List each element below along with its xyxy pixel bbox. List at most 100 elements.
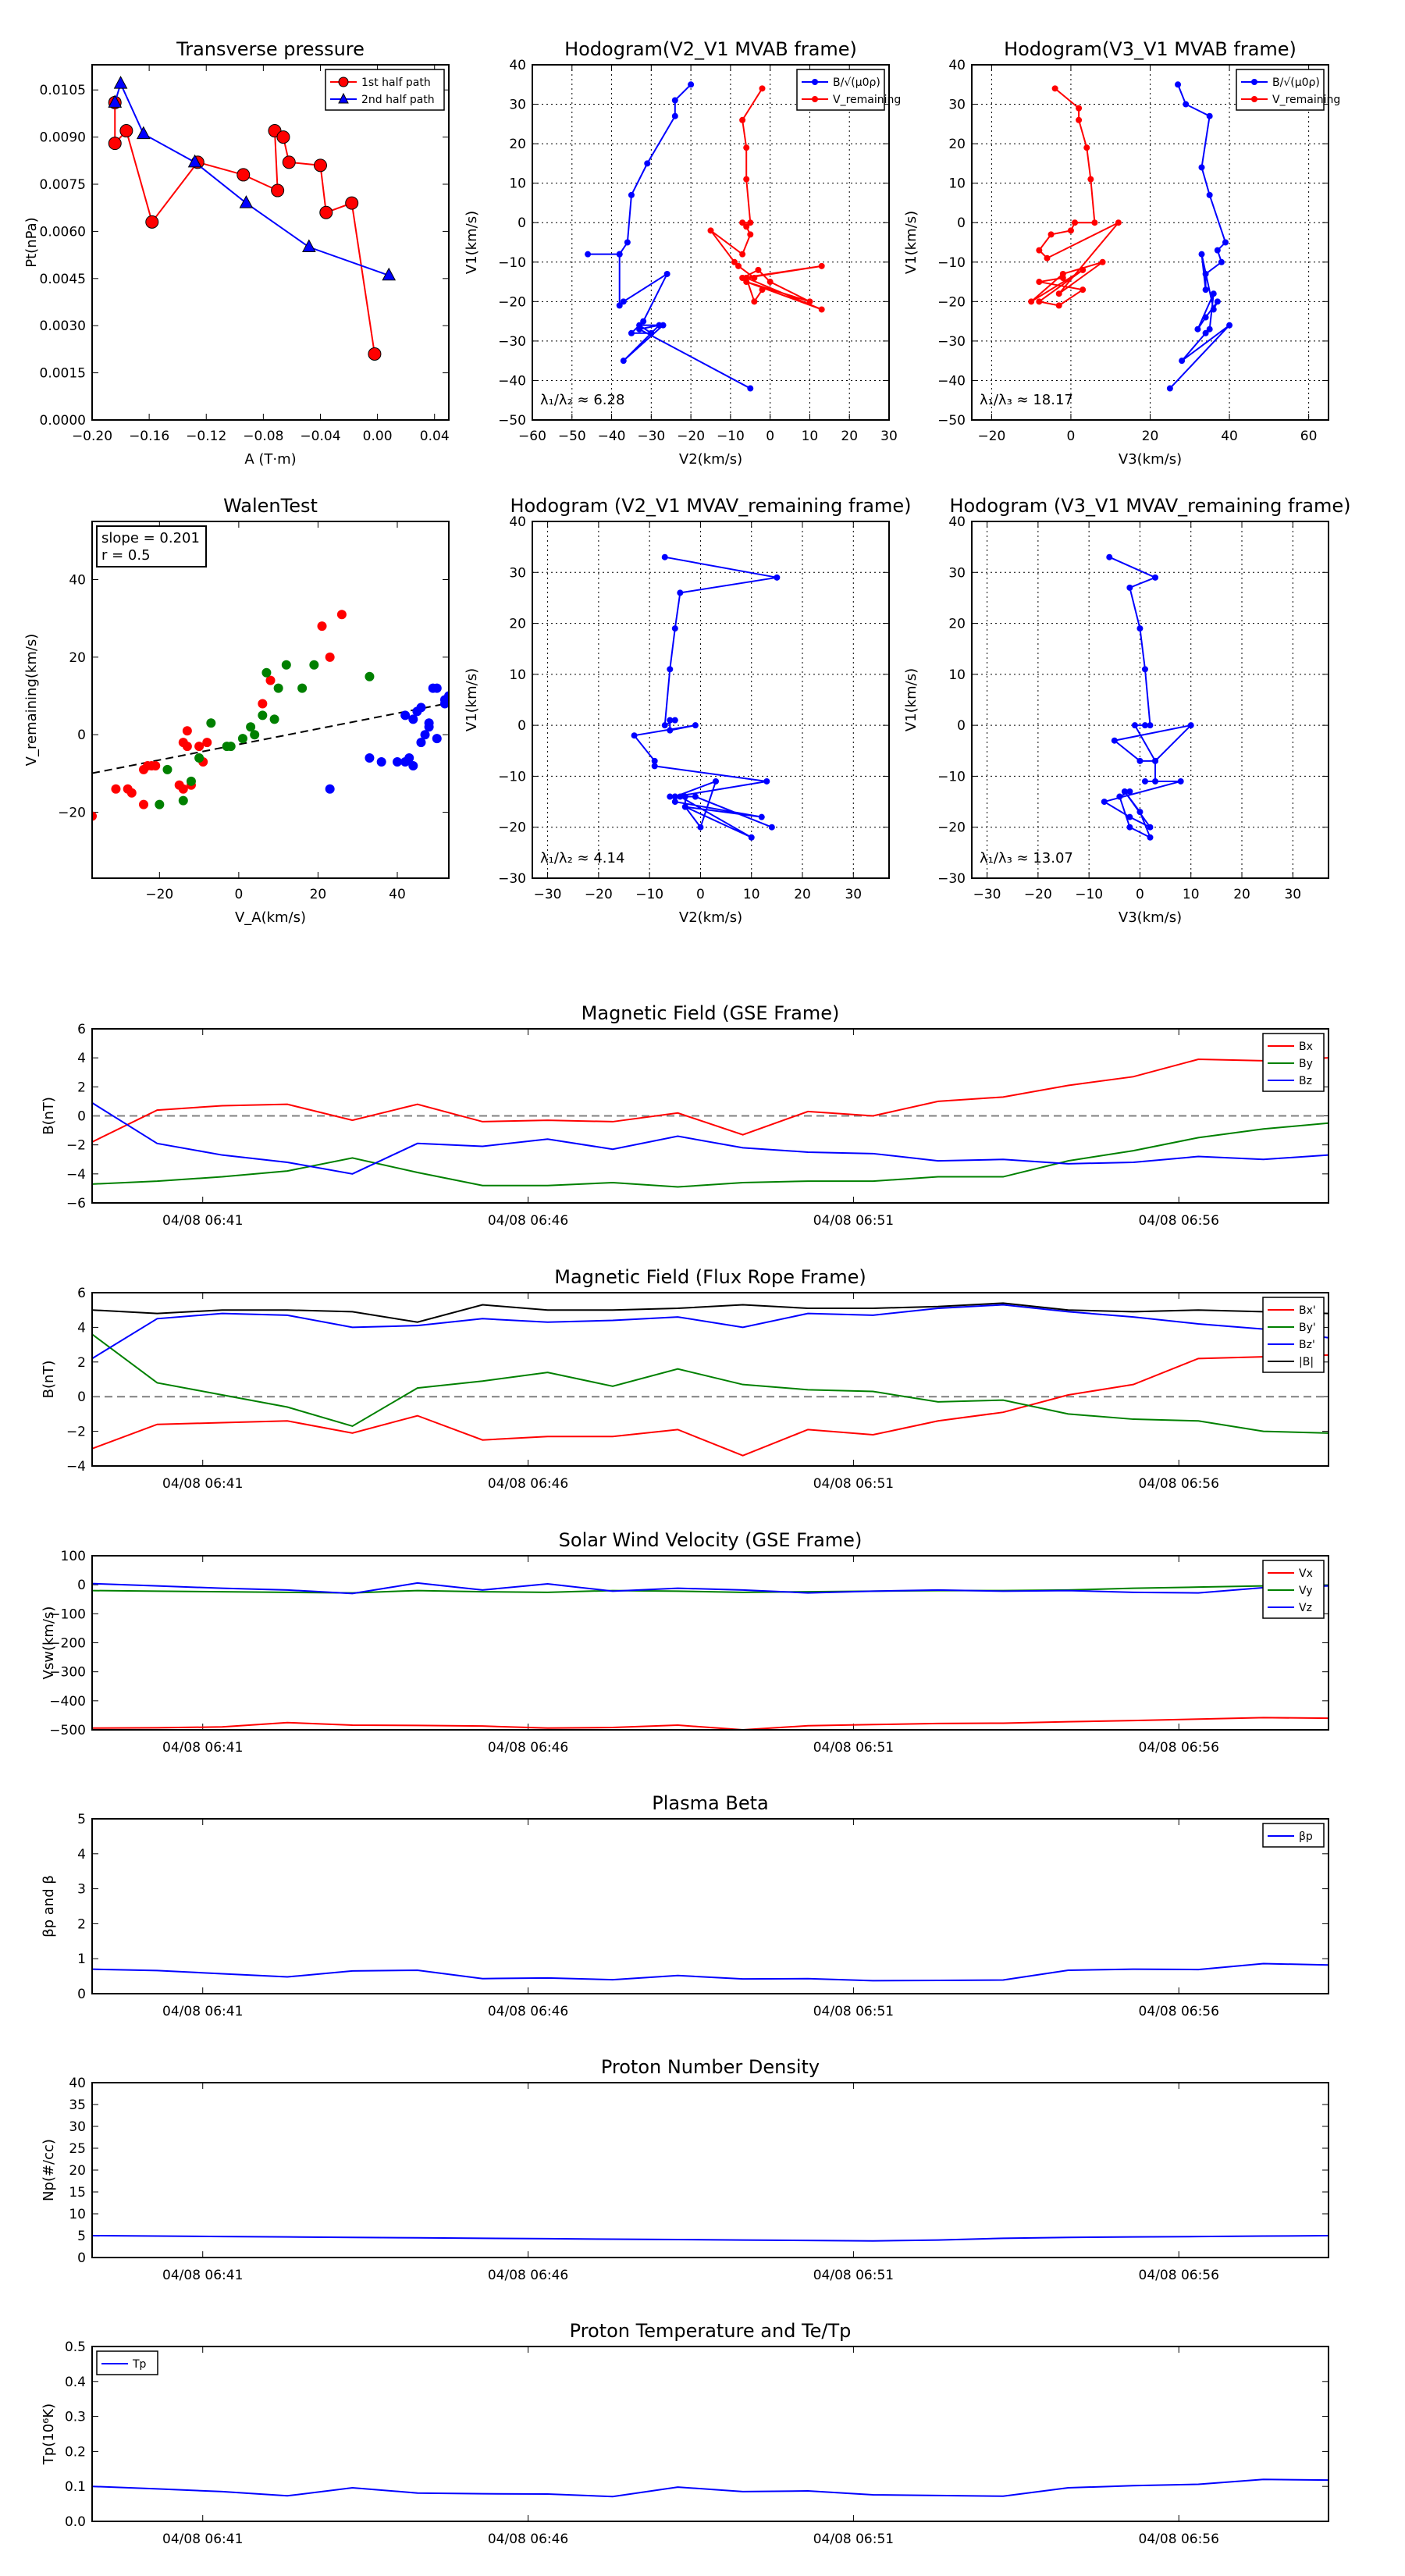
data-point	[1147, 722, 1154, 729]
data-point	[1076, 105, 1083, 112]
y-tick-label: −30	[498, 334, 526, 350]
x-tick-label: 04/08 06:46	[488, 2268, 568, 2283]
y-tick-label: 20	[509, 617, 526, 632]
data-point	[271, 183, 285, 197]
data-point	[1076, 116, 1083, 123]
data-point	[692, 793, 699, 800]
y-tick-label: −30	[937, 871, 966, 887]
x-tick-label: −30	[973, 887, 1001, 902]
legend-label: Bx	[1299, 1041, 1313, 1053]
x-axis-label: V3(km/s)	[1119, 451, 1182, 468]
data-point	[648, 329, 655, 336]
scatter-point-green	[246, 722, 256, 732]
legend-label: V_remaining	[833, 94, 901, 106]
x-tick-label: 04/08 06:46	[488, 1740, 568, 1756]
scatter-point-blue	[392, 756, 402, 767]
data-point	[620, 358, 627, 365]
x-tick-label: 04/08 06:46	[488, 2532, 568, 2547]
x-tick-label: 30	[1284, 887, 1301, 902]
chart-title: Transverse pressure	[176, 38, 365, 60]
legend-marker	[812, 79, 818, 85]
y-tick-label: 3	[77, 1882, 86, 1898]
data-point	[382, 267, 397, 281]
y-tick-label: 0.1	[65, 2479, 86, 2495]
y-tick-label: −10	[498, 769, 526, 785]
x-tick-label: 04/08 06:56	[1139, 2532, 1219, 2547]
plot-frame	[532, 64, 890, 421]
x-tick-label: −10	[635, 887, 663, 902]
scatter-point-blue	[416, 738, 426, 748]
plot-area	[92, 1057, 1329, 1188]
y-tick-label: 2	[77, 1080, 86, 1095]
legend: βp	[1262, 1823, 1325, 1848]
y-tick-label: −20	[498, 294, 526, 310]
data-point	[743, 275, 750, 281]
chart-title: Magnetic Field (Flux Rope Frame)	[554, 1266, 866, 1288]
data-point	[677, 589, 684, 596]
data-point	[751, 298, 758, 305]
data-point	[237, 168, 251, 182]
y-tick-label: 0.2	[65, 2444, 86, 2460]
y-tick-label: 30	[69, 2119, 86, 2135]
plot-frame	[91, 2082, 1329, 2258]
y-tick-label: −400	[49, 1694, 86, 1710]
scatter-point-green	[309, 660, 319, 670]
x-tick-label: 04/08 06:46	[488, 1213, 568, 1229]
data-point	[1126, 824, 1133, 831]
y-tick-label: 15	[69, 2185, 86, 2201]
x-tick-label: −20	[585, 887, 613, 902]
scatter-point-red	[194, 742, 205, 752]
data-point	[661, 553, 668, 560]
data-point	[767, 279, 774, 286]
x-tick-label: 04/08 06:41	[162, 2004, 243, 2019]
data-point	[1131, 722, 1138, 729]
y-tick-label: 4	[77, 1320, 86, 1336]
x-tick-label: −10	[1075, 887, 1103, 902]
data-point	[644, 160, 651, 167]
y-tick-label: 0.0000	[40, 413, 86, 429]
data-point	[1044, 254, 1051, 262]
x-tick-label: 30	[845, 887, 862, 902]
data-point	[108, 137, 122, 151]
legend: B/√(μ0ρ) V_remaining	[796, 69, 901, 111]
data-point	[739, 116, 746, 123]
data-point	[1147, 824, 1154, 831]
y-tick-label: −4	[66, 1167, 86, 1183]
data-point	[1152, 757, 1159, 764]
y-axis-label: Vsw(km/s)	[41, 1606, 57, 1680]
data-point	[1051, 85, 1058, 92]
series-line-V_remaining	[710, 87, 823, 311]
data-point	[1106, 553, 1113, 560]
y-tick-label: 40	[948, 58, 966, 73]
y-tick-label: −6	[66, 1196, 86, 1212]
data-point	[1222, 239, 1229, 246]
legend-marker	[1251, 79, 1257, 85]
y-tick-label: 0.0060	[40, 224, 86, 240]
data-point	[751, 275, 758, 281]
scatter-point-green	[297, 683, 308, 693]
legend-label: Vy	[1299, 1585, 1313, 1597]
data-point	[1206, 191, 1213, 198]
data-point	[113, 76, 128, 89]
data-point	[681, 803, 688, 810]
y-tick-label: 30	[509, 565, 526, 581]
data-point	[713, 777, 720, 785]
y-tick-label: 0	[957, 215, 966, 231]
y-tick-label: 6	[77, 1022, 86, 1037]
x-tick-label: 04/08 06:51	[813, 2004, 894, 2019]
y-tick-label: 35	[69, 2097, 86, 2113]
data-point	[671, 625, 678, 632]
chart-title: Proton Temperature and Te/Tp	[570, 2320, 852, 2342]
data-point	[1036, 279, 1043, 286]
x-tick-label: 04/08 06:51	[813, 2268, 894, 2283]
chart-np: Proton Number Density 0 5 10 15 20 25 30 35 40 04/…	[41, 2056, 1329, 2283]
y-tick-label: 10	[69, 2207, 86, 2222]
data-point	[1141, 666, 1148, 673]
plot-area	[631, 553, 781, 841]
x-tick-label: −0.04	[300, 429, 340, 444]
x-tick-label: 04/08 06:51	[813, 1740, 894, 1756]
data-point	[692, 722, 699, 729]
data-point	[759, 85, 766, 92]
data-point	[239, 195, 254, 208]
scatter-point-green	[155, 799, 165, 809]
